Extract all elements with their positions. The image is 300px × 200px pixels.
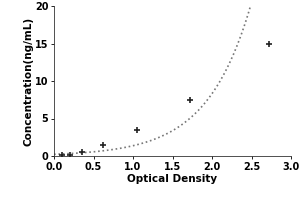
Y-axis label: Concentration(ng/mL): Concentration(ng/mL) — [24, 16, 34, 146]
X-axis label: Optical Density: Optical Density — [128, 174, 218, 184]
